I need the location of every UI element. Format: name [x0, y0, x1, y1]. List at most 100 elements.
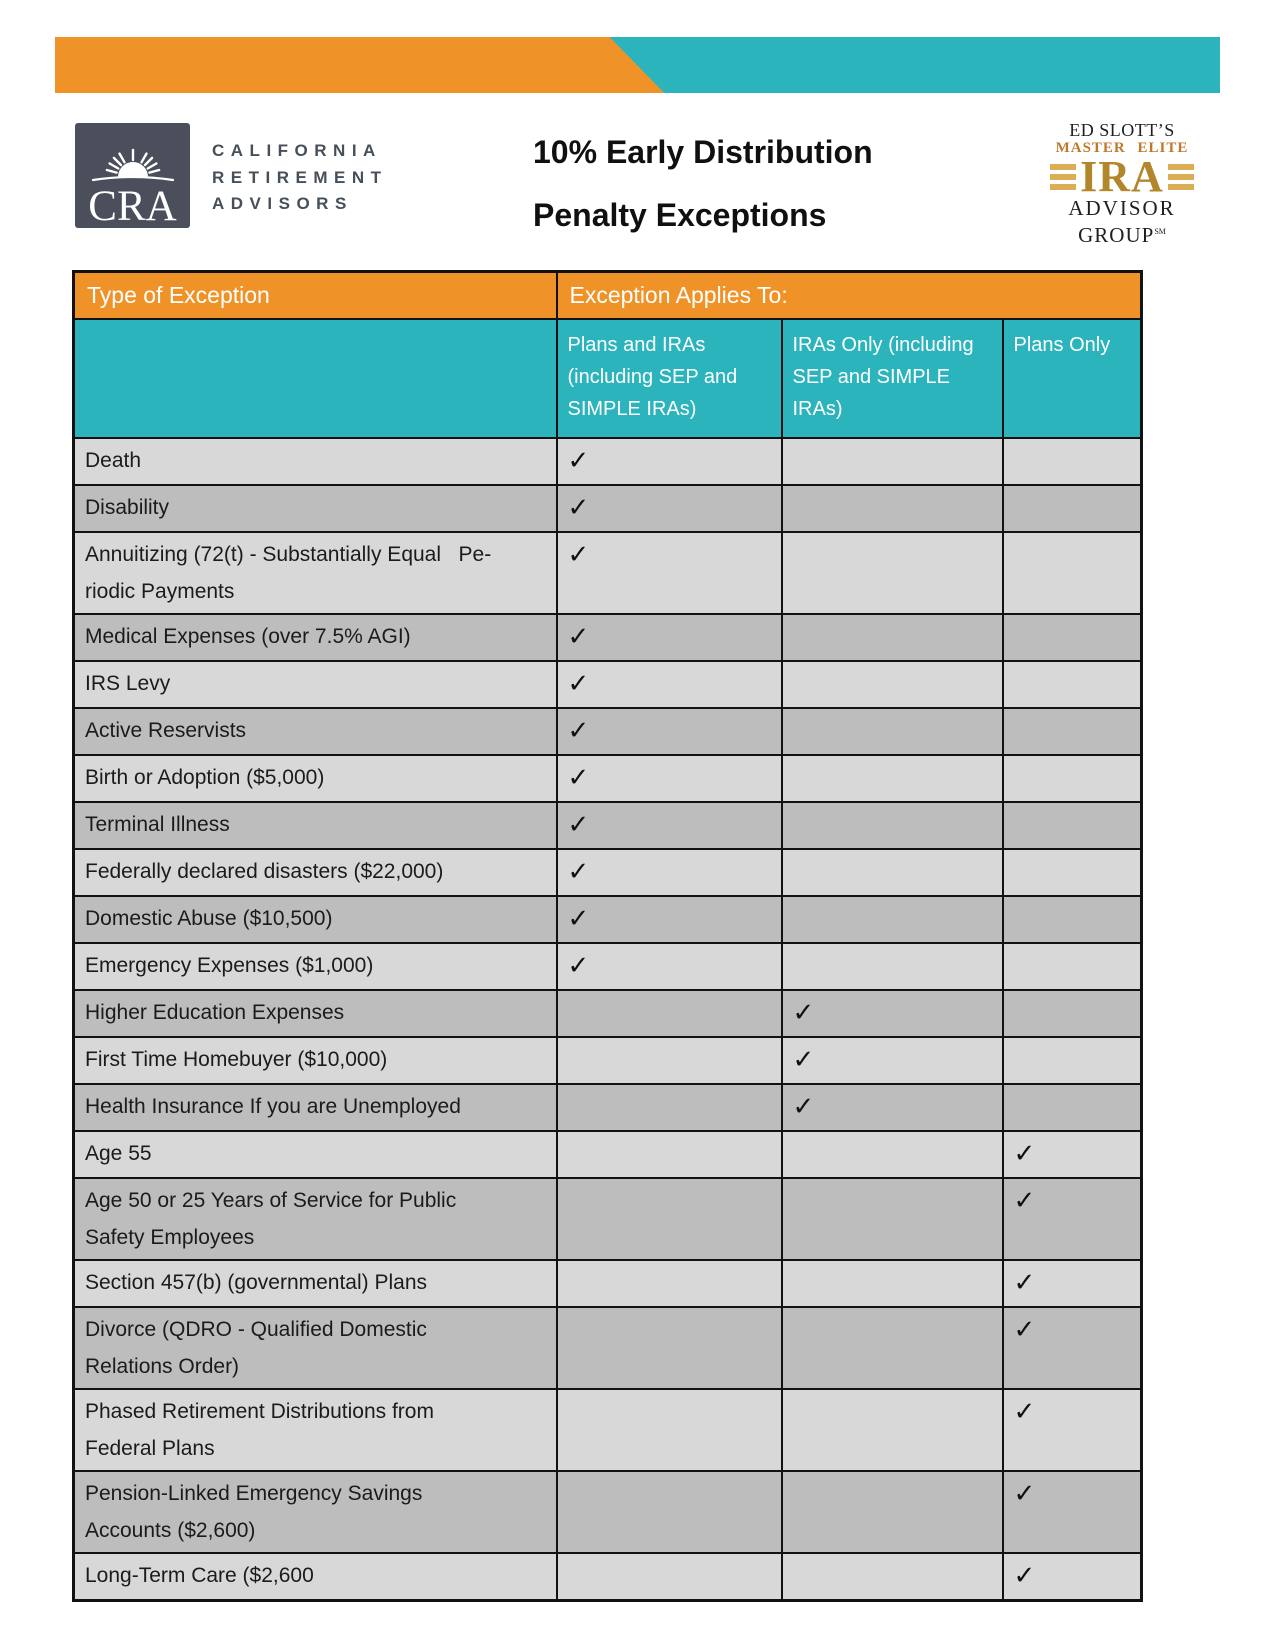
cra-logo: CRA	[75, 123, 190, 228]
exception-label: Birth or Adoption ($5,000)	[72, 754, 558, 803]
check-cell-plans_only	[1001, 895, 1143, 944]
check-cell-iras_only	[780, 754, 1004, 803]
banner-orange-shape	[55, 37, 665, 93]
check-cell-iras_only	[780, 801, 1004, 850]
table-row: Age 55 ✓	[72, 1130, 1143, 1179]
checkmark-icon: ✓	[567, 539, 590, 569]
check-cell-iras_only: ✓	[780, 1083, 1004, 1132]
check-cell-plans_only: ✓	[1001, 1306, 1143, 1390]
exception-label: Terminal Illness	[72, 801, 558, 850]
subheader-empty-cell	[72, 318, 558, 439]
check-cell-iras_only	[780, 1470, 1004, 1554]
cra-wordmark: CALIFORNIA RETIREMENT ADVISORS	[212, 138, 388, 218]
cra-acronym: CRA	[88, 183, 177, 230]
checkmark-icon: ✓	[567, 856, 590, 886]
table-row: Divorce (QDRO - Qualified Domestic Relati…	[72, 1306, 1143, 1390]
checkmark-icon: ✓	[1013, 1396, 1036, 1426]
wordmark-line: CALIFORNIA	[212, 141, 382, 160]
check-cell-iras_only	[780, 895, 1004, 944]
exception-label: Age 55	[72, 1130, 558, 1179]
table-row: Section 457(b) (governmental) Plans ✓	[72, 1259, 1143, 1308]
check-cell-iras_only: ✓	[780, 989, 1004, 1038]
exception-label: Age 50 or 25 Years of Service for Public…	[72, 1177, 558, 1261]
check-cell-plans_only: ✓	[1001, 1470, 1143, 1554]
check-cell-plans_and_iras	[555, 1083, 783, 1132]
check-cell-plans_only: ✓	[1001, 1177, 1143, 1261]
subheader-plans-and-iras: Plans and IRAs (including SEP and SIMPLE…	[555, 318, 783, 439]
exception-label: First Time Homebuyer ($10,000)	[72, 1036, 558, 1085]
table-row: Health Insurance If you are Unemployed ✓	[72, 1083, 1143, 1132]
ira-bars-left	[1050, 163, 1077, 190]
check-cell-plans_only	[1001, 613, 1143, 662]
ed-slott-logo: ED SLOTT’S MASTER ELITE IRA ADVISOR GROU…	[1040, 121, 1204, 247]
header-type-of-exception: Type of Exception	[72, 270, 558, 320]
check-cell-iras_only	[780, 942, 1004, 991]
table-subheader-row: Plans and IRAs (including SEP and SIMPLE…	[72, 318, 1143, 439]
table-row: Phased Retirement Distributions from Fede…	[72, 1388, 1143, 1472]
check-cell-plans_and_iras	[555, 1388, 783, 1472]
exception-label: Federally declared disasters ($22,000)	[72, 848, 558, 897]
check-cell-plans_and_iras	[555, 1470, 783, 1554]
checkmark-icon: ✓	[567, 668, 590, 698]
page-title: 10% Early Distribution Penalty Exception…	[533, 121, 873, 247]
table-row: Long-Term Care ($2,600 ✓	[72, 1552, 1143, 1602]
checkmark-icon: ✓	[792, 1044, 815, 1074]
sunburst-icon	[91, 148, 174, 182]
check-cell-plans_and_iras	[555, 1130, 783, 1179]
checkmark-icon: ✓	[567, 950, 590, 980]
table-row: Age 50 or 25 Years of Service for Public…	[72, 1177, 1143, 1261]
check-cell-plans_only	[1001, 707, 1143, 756]
checkmark-icon: ✓	[1013, 1560, 1036, 1590]
exceptions-table: Type of Exception Exception Applies To: …	[72, 270, 1143, 1602]
checkmark-icon: ✓	[1013, 1267, 1036, 1297]
checkmark-icon: ✓	[1013, 1138, 1036, 1168]
exception-label: Pension-Linked Emergency Savings Accounts…	[72, 1470, 558, 1554]
table-row: Annuitizing (72(t) - Substantially Equal…	[72, 531, 1143, 615]
table-row: Higher Education Expenses ✓	[72, 989, 1143, 1038]
check-cell-plans_only	[1001, 1083, 1143, 1132]
check-cell-plans_and_iras	[555, 1259, 783, 1308]
checkmark-icon: ✓	[567, 903, 590, 933]
master-elite-label: MASTER ELITE	[1055, 140, 1189, 156]
table-row: Medical Expenses (over 7.5% AGI) ✓	[72, 613, 1143, 662]
check-cell-iras_only	[780, 660, 1004, 709]
ira-bars-right	[1167, 163, 1194, 190]
check-cell-plans_only	[1001, 660, 1143, 709]
exception-label: Long-Term Care ($2,600	[72, 1552, 558, 1602]
table-row: Federally declared disasters ($22,000) ✓	[72, 848, 1143, 897]
check-cell-plans_only	[1001, 437, 1143, 486]
exception-label: Emergency Expenses ($1,000)	[72, 942, 558, 991]
check-cell-iras_only	[780, 707, 1004, 756]
service-mark: SM	[1154, 227, 1166, 236]
exception-label: Medical Expenses (over 7.5% AGI)	[72, 613, 558, 662]
ira-wordmark: IRA	[1080, 152, 1164, 201]
exception-label: Active Reservists	[72, 707, 558, 756]
check-cell-plans_and_iras: ✓	[555, 801, 783, 850]
exception-label: IRS Levy	[72, 660, 558, 709]
check-cell-plans_only	[1001, 531, 1143, 615]
check-cell-plans_and_iras	[555, 1306, 783, 1390]
subheader-plans-only: Plans Only	[1001, 318, 1143, 439]
checkmark-icon: ✓	[1013, 1478, 1036, 1508]
table-header-row: Type of Exception Exception Applies To:	[72, 270, 1143, 320]
check-cell-plans_and_iras: ✓	[555, 437, 783, 486]
checkmark-icon: ✓	[567, 492, 590, 522]
check-cell-plans_only: ✓	[1001, 1552, 1143, 1602]
check-cell-iras_only	[780, 1259, 1004, 1308]
top-banner	[55, 37, 1220, 93]
check-cell-plans_and_iras	[555, 1177, 783, 1261]
wordmark-line: RETIREMENT	[212, 167, 388, 187]
ed-slott-name: ED SLOTT’S	[1069, 120, 1175, 140]
checkmark-icon: ✓	[567, 762, 590, 792]
checkmark-icon: ✓	[567, 445, 590, 475]
checkmark-icon: ✓	[567, 809, 590, 839]
check-cell-plans_and_iras: ✓	[555, 613, 783, 662]
exception-label: Divorce (QDRO - Qualified Domestic Relati…	[72, 1306, 558, 1390]
check-cell-iras_only	[780, 848, 1004, 897]
check-cell-plans_only	[1001, 848, 1143, 897]
checkmark-icon: ✓	[567, 621, 590, 651]
table-row: Disability ✓	[72, 484, 1143, 533]
page-title-line2: Penalty Exceptions	[533, 197, 827, 233]
check-cell-plans_and_iras: ✓	[555, 942, 783, 991]
exception-label: Higher Education Expenses	[72, 989, 558, 1038]
